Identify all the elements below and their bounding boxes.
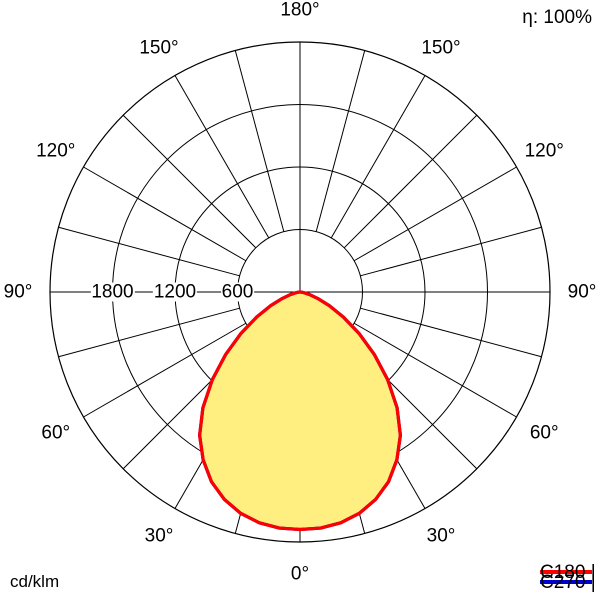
grid-spoke-255 — [58, 226, 240, 277]
grid-spoke-240 — [83, 166, 247, 262]
angle-label-5: 150° — [421, 37, 461, 59]
grid-spoke-285 — [58, 307, 240, 358]
radial-label-1200: 1200 — [152, 281, 198, 303]
distribution-curves — [198, 290, 402, 532]
legend-swatch-blue — [540, 580, 592, 584]
legend-label-c270-c90: C270 | C90 — [540, 571, 600, 593]
legend-swatch-red — [540, 570, 592, 574]
angle-label-6: 180° — [280, 0, 320, 21]
angle-label-7: 150° — [139, 37, 179, 59]
unit-label: cd/klm — [10, 572, 60, 591]
radial-label-1800: 1800 — [90, 281, 135, 303]
grid-spoke-150 — [330, 75, 426, 239]
grid-spoke-210 — [174, 75, 270, 239]
angle-label-2: 60° — [529, 422, 559, 444]
curve-fill-c180-c0 — [199, 292, 401, 530]
grid-spoke-135 — [343, 114, 478, 249]
chart-legend: C180 | C0 C270 | C90 — [540, 563, 600, 592]
grid-spoke-120 — [353, 166, 517, 262]
angle-label-9: 90° — [3, 281, 33, 303]
angle-label-3: 90° — [567, 281, 597, 303]
angle-label-8: 120° — [36, 140, 76, 162]
efficiency-label: η: 100% — [522, 7, 592, 28]
angle-label-1: 30° — [426, 525, 456, 547]
legend-c270-c90[interactable]: C270 | C90 — [540, 573, 600, 592]
grid-spoke-60 — [353, 322, 517, 418]
polar-grid — [49, 41, 551, 543]
angle-label-10: 60° — [41, 422, 71, 444]
radial-label-600: 600 — [220, 281, 255, 303]
grid-spoke-225 — [122, 114, 257, 249]
angle-label-0: 0° — [290, 563, 310, 585]
angle-label-11: 30° — [144, 525, 174, 547]
curve-c180-c0 — [198, 290, 402, 532]
grid-spoke-165 — [315, 50, 366, 232]
grid-spoke-195 — [234, 50, 285, 232]
grid-spoke-300 — [83, 322, 247, 418]
angle-label-4: 120° — [524, 140, 564, 162]
legend-c180-c0[interactable]: C180 | C0 — [540, 563, 600, 582]
grid-spoke-75 — [360, 307, 542, 358]
grid-spoke-105 — [360, 226, 542, 277]
legend-label-c180-c0: C180 | C0 — [540, 561, 600, 583]
